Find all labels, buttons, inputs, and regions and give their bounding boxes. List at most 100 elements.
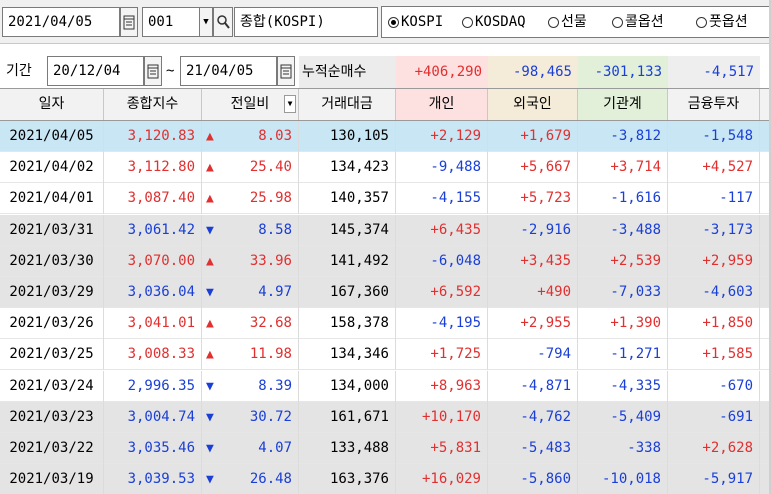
radio-put-option[interactable]: 풋옵션 [696, 7, 748, 37]
table-row[interactable]: 2021/03/24 2,996.35 8.39 ▼ 134,000 +8,963 -4,8… [0, 370, 771, 402]
cell-financial: -670 [668, 370, 760, 402]
cell-index: 3,112.80 [104, 152, 202, 184]
cell-foreign: -5,483 [488, 433, 578, 464]
col-index[interactable]: 종합지수 [104, 89, 202, 120]
cell-amount: 134,423 [299, 152, 396, 184]
col-institution[interactable]: 기관계 [578, 89, 668, 120]
table-row[interactable]: 2021/03/19 3,039.53 26.48 ▼ 163,376 +16,029 -5… [0, 464, 771, 494]
period-label: 기간 [6, 63, 32, 79]
up-triangle-icon: ▲ [206, 253, 214, 269]
cell-foreign: +3,435 [488, 245, 578, 277]
col-amount[interactable]: 거래대금 [299, 89, 396, 120]
cell-individual: -6,048 [396, 245, 488, 277]
up-triangle-icon: ▲ [206, 129, 214, 144]
radio-dot [612, 16, 623, 28]
cell-foreign: -794 [488, 339, 578, 371]
table-row[interactable]: 2021/03/23 3,004.74 30.72 ▼ 161,671 +10,170 -4… [0, 401, 771, 433]
cell-institution: -5,409 [578, 401, 668, 433]
market-radio-group: KOSPI KOSDAQ 선물 콜옵션 풋옵션 [381, 6, 771, 38]
cell-financial: -691 [668, 401, 760, 433]
cell-date: 2021/03/23 [0, 401, 104, 433]
radio-call-option[interactable]: 콜옵션 [612, 7, 664, 37]
table-row[interactable]: 2021/04/05 3,120.83 8.03 ▲ 130,105 +2,129 +1,6… [0, 121, 771, 152]
cell-financial: +1,585 [668, 339, 760, 371]
cell-date: 2021/03/30 [0, 245, 104, 277]
period-to-input[interactable]: 21/04/05 [180, 56, 277, 86]
cell-institution: -7,033 [578, 277, 668, 308]
radio-kosdaq[interactable]: KOSDAQ [462, 7, 526, 37]
cell-institution: -1,271 [578, 339, 668, 371]
cell-individual: +6,592 [396, 277, 488, 308]
cell-date: 2021/03/26 [0, 308, 104, 340]
cell-amount: 145,374 [299, 214, 396, 246]
total-financial: -4,517 [668, 56, 760, 88]
cell-individual: +6,435 [396, 214, 488, 246]
col-individual[interactable]: 개인 [396, 89, 488, 120]
table-row[interactable]: 2021/04/02 3,112.80 25.40 ▲ 134,423 -9,488 +5,… [0, 152, 771, 184]
cell-institution: -3,812 [578, 121, 668, 152]
table-row[interactable]: 2021/04/01 3,087.40 25.98 ▲ 140,357 -4,155 +5,… [0, 183, 771, 215]
cell-change: 11.98 [202, 339, 299, 371]
radio-dot [388, 16, 399, 28]
cell-date: 2021/03/19 [0, 464, 104, 494]
calendar-icon[interactable] [144, 56, 162, 86]
table-row[interactable]: 2021/03/22 3,035.46 4.07 ▼ 133,488 +5,831 -5,4… [0, 433, 771, 464]
col-change[interactable]: 전일비 ▼ [202, 89, 299, 120]
calendar-icon[interactable] [120, 7, 138, 37]
cell-change: 26.48 [202, 464, 299, 494]
up-triangle-icon: ▲ [206, 191, 214, 207]
cell-foreign: -4,762 [488, 401, 578, 433]
radio-futures[interactable]: 선물 [548, 7, 587, 37]
cell-index: 3,035.46 [104, 433, 202, 464]
cell-amount: 140,357 [299, 183, 396, 215]
cell-change: 32.68 [202, 308, 299, 340]
cell-change: 8.39 [202, 370, 299, 402]
table-row[interactable]: 2021/03/29 3,036.04 4.97 ▼ 167,360 +6,592 +490… [0, 277, 771, 308]
search-icon[interactable] [213, 7, 233, 37]
cell-date: 2021/03/22 [0, 433, 104, 464]
cell-foreign: +5,667 [488, 152, 578, 184]
calendar-icon[interactable] [277, 56, 295, 86]
period-from-input[interactable]: 20/12/04 [47, 56, 144, 86]
cell-change: 25.40 [202, 152, 299, 184]
scrollbar[interactable] [769, 0, 771, 494]
cell-foreign: +2,955 [488, 308, 578, 340]
cell-change: 25.98 [202, 183, 299, 215]
chevron-down-icon[interactable]: ▼ [199, 7, 213, 37]
table-row[interactable]: 2021/03/26 3,041.01 32.68 ▲ 158,378 -4,195 +2,… [0, 308, 771, 340]
col-date[interactable]: 일자 [0, 89, 104, 120]
up-triangle-icon: ▲ [206, 316, 214, 332]
cell-amount: 134,346 [299, 339, 396, 371]
cell-foreign: -4,871 [488, 370, 578, 402]
col-financial[interactable]: 금융투자 [668, 89, 760, 120]
code-input[interactable]: 001 [142, 7, 200, 37]
cell-date: 2021/03/24 [0, 370, 104, 402]
cell-financial: -1,548 [668, 121, 760, 152]
col-foreign[interactable]: 외국인 [488, 89, 578, 120]
radio-kospi[interactable]: KOSPI [388, 7, 443, 37]
cell-individual: +1,725 [396, 339, 488, 371]
date-input[interactable]: 2021/04/05 [2, 7, 120, 37]
cell-institution: -338 [578, 433, 668, 464]
cell-index: 3,039.53 [104, 464, 202, 494]
radio-dot [696, 16, 707, 28]
cell-date: 2021/03/25 [0, 339, 104, 371]
cell-individual: +10,170 [396, 401, 488, 433]
cell-index: 3,041.01 [104, 308, 202, 340]
cell-date: 2021/04/05 [0, 121, 104, 152]
table-row[interactable]: 2021/03/30 3,070.00 33.96 ▲ 141,492 -6,048 +3,… [0, 245, 771, 277]
cell-index: 3,008.33 [104, 339, 202, 371]
cell-index: 3,036.04 [104, 277, 202, 308]
sort-dropdown-icon[interactable]: ▼ [284, 95, 296, 113]
cell-financial: +1,850 [668, 308, 760, 340]
cell-index: 3,070.00 [104, 245, 202, 277]
table-row[interactable]: 2021/03/25 3,008.33 11.98 ▲ 134,346 +1,725 -79… [0, 339, 771, 371]
cell-individual: +5,831 [396, 433, 488, 464]
cell-index: 2,996.35 [104, 370, 202, 402]
cell-institution: -4,335 [578, 370, 668, 402]
radio-dot [548, 16, 559, 28]
index-name-field: 종합(KOSPI) [234, 7, 378, 37]
cumulative-label: 누적순매수 [299, 56, 396, 88]
cell-institution: +3,714 [578, 152, 668, 184]
table-row[interactable]: 2021/03/31 3,061.42 8.58 ▼ 145,374 +6,435 -2,9… [0, 214, 771, 246]
